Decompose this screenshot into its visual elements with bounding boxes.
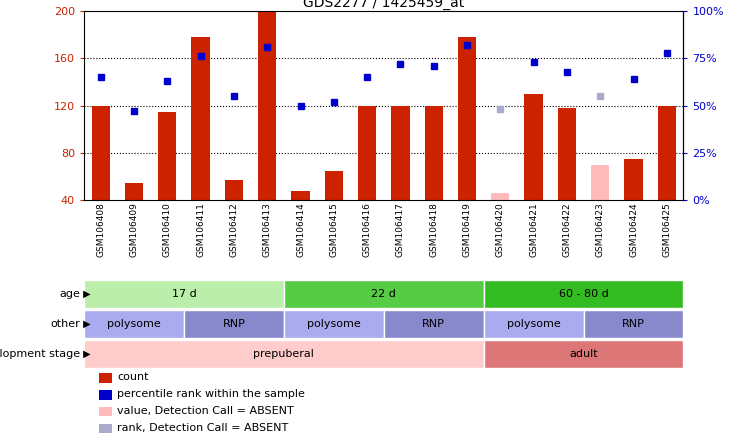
Text: GSM106409: GSM106409 (129, 202, 138, 258)
Text: GSM106414: GSM106414 (296, 202, 305, 258)
Text: GSM106419: GSM106419 (463, 202, 471, 258)
Bar (292, 191, 310, 200)
Bar (484, 280, 683, 308)
Text: GSM106413: GSM106413 (262, 202, 272, 258)
Text: GSM106425: GSM106425 (662, 202, 671, 258)
Bar (583, 310, 683, 338)
Bar (458, 37, 476, 200)
Text: rank, Detection Call = ABSENT: rank, Detection Call = ABSENT (117, 423, 288, 433)
Text: polysome: polysome (307, 319, 360, 329)
Bar (184, 310, 284, 338)
Bar (658, 106, 676, 200)
Bar (358, 106, 376, 200)
Text: ▶: ▶ (80, 349, 91, 359)
Text: RNP: RNP (622, 319, 645, 329)
Bar (84, 310, 184, 338)
Bar (284, 280, 484, 308)
Bar (558, 108, 576, 200)
Text: GSM106418: GSM106418 (429, 202, 438, 258)
Text: GSM106421: GSM106421 (529, 202, 538, 258)
Text: GSM106422: GSM106422 (562, 202, 572, 257)
Bar (524, 94, 543, 200)
Text: adult: adult (569, 349, 598, 359)
Text: RNP: RNP (423, 319, 445, 329)
Title: GDS2277 / 1425459_at: GDS2277 / 1425459_at (303, 0, 464, 10)
Text: GSM106420: GSM106420 (496, 202, 505, 258)
Text: development stage: development stage (0, 349, 80, 359)
Text: prepuberal: prepuberal (254, 349, 314, 359)
Bar (84, 280, 284, 308)
Text: 17 d: 17 d (172, 289, 197, 299)
Text: GSM106412: GSM106412 (230, 202, 238, 258)
Text: value, Detection Call = ABSENT: value, Detection Call = ABSENT (117, 406, 294, 416)
Bar (84, 340, 484, 368)
Bar (484, 340, 683, 368)
Text: GSM106415: GSM106415 (330, 202, 338, 258)
Bar (284, 310, 384, 338)
Bar (192, 37, 210, 200)
Text: GSM106424: GSM106424 (629, 202, 638, 257)
Text: age: age (59, 289, 80, 299)
Text: 60 - 80 d: 60 - 80 d (558, 289, 608, 299)
Bar (91, 106, 110, 200)
Text: GSM106411: GSM106411 (196, 202, 205, 258)
Bar (484, 310, 583, 338)
Bar (624, 159, 643, 200)
Text: percentile rank within the sample: percentile rank within the sample (117, 389, 305, 399)
Text: GSM106423: GSM106423 (596, 202, 605, 258)
Bar (224, 180, 243, 200)
Bar (158, 111, 176, 200)
Text: ▶: ▶ (80, 319, 91, 329)
Bar (258, 11, 276, 200)
Text: other: other (50, 319, 80, 329)
Bar (125, 182, 143, 200)
Text: count: count (117, 373, 148, 382)
Text: GSM106416: GSM106416 (363, 202, 371, 258)
Text: 22 d: 22 d (371, 289, 396, 299)
Text: RNP: RNP (222, 319, 246, 329)
Bar (591, 165, 610, 200)
Bar (491, 193, 510, 200)
Bar (384, 310, 484, 338)
Text: polysome: polysome (507, 319, 561, 329)
Bar (325, 170, 343, 200)
Text: GSM106408: GSM106408 (96, 202, 105, 258)
Text: ▶: ▶ (80, 289, 91, 299)
Bar (391, 106, 409, 200)
Text: polysome: polysome (107, 319, 161, 329)
Bar (425, 106, 443, 200)
Text: GSM106410: GSM106410 (163, 202, 172, 258)
Text: GSM106417: GSM106417 (396, 202, 405, 258)
